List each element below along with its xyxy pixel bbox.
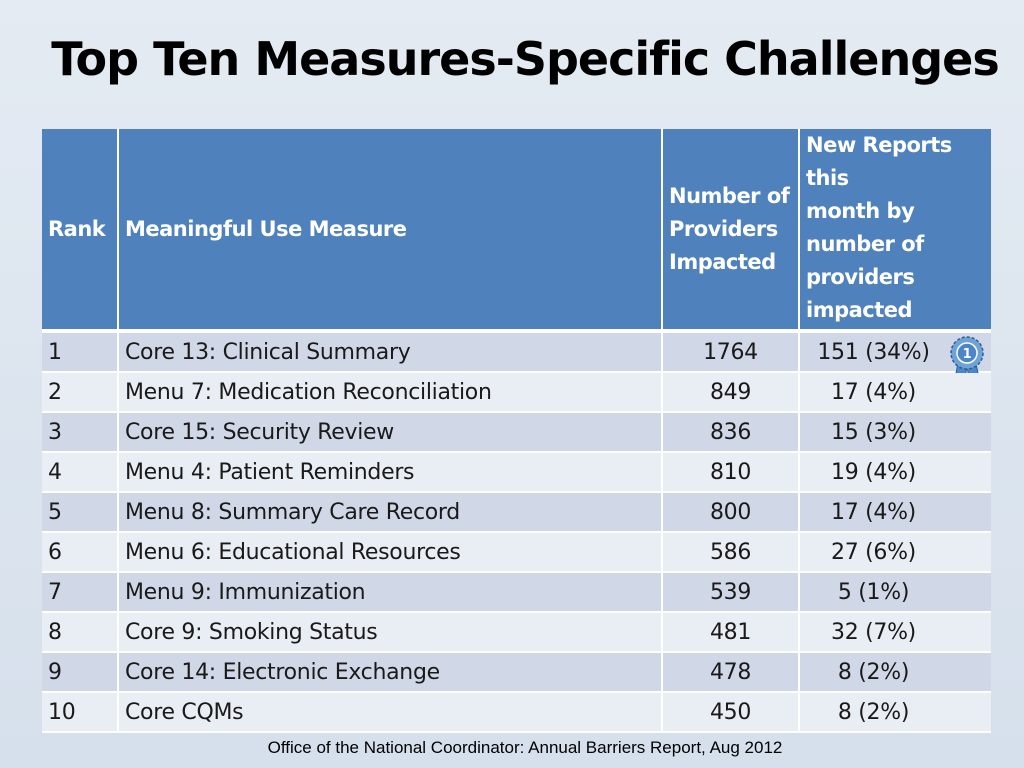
- new-reports-cell: 17 (4%): [799, 492, 991, 533]
- providers-cell: 586: [662, 532, 800, 573]
- new-reports-cell: 8 (2%): [799, 692, 991, 733]
- new-reports-cell: 27 (6%): [799, 532, 991, 573]
- header-providers-line: Providers: [669, 216, 778, 241]
- providers-cell: 849: [662, 372, 800, 413]
- measure-cell: Core 13: Clinical Summary: [118, 331, 663, 373]
- new-reports-cell: 15 (3%): [799, 412, 991, 453]
- measure-cell: Menu 7: Medication Reconciliation: [118, 372, 663, 413]
- measure-cell: Menu 4: Patient Reminders: [118, 452, 663, 493]
- rank-cell: 7: [42, 572, 119, 613]
- new-reports-cell: 5 (1%): [799, 572, 991, 613]
- header-providers-line: Number of: [669, 183, 790, 208]
- header-new-reports-line: number of: [806, 232, 924, 256]
- table-row: 2 Menu 7: Medication Reconciliation 849 17 …: [42, 372, 991, 413]
- measure-cell: Core 9: Smoking Status: [118, 612, 663, 653]
- slide-title: Top Ten Measures-Specific Challenges: [51, 32, 999, 86]
- measure-cell: Menu 9: Immunization: [118, 572, 663, 613]
- challenges-table: Rank Meaningful Use Measure Number of Pr…: [42, 129, 991, 733]
- table-row: 5 Menu 8: Summary Care Record 800 17 (4%): [42, 492, 991, 533]
- header-new-reports-line: New Reports this: [806, 133, 952, 190]
- header-rank: Rank: [42, 129, 119, 333]
- providers-cell: 810: [662, 452, 800, 493]
- measure-cell: Menu 6: Educational Resources: [118, 532, 663, 573]
- header-new-reports-line: providers: [806, 265, 915, 289]
- challenges-table-container: Rank Meaningful Use Measure Number of Pr…: [42, 129, 991, 733]
- new-reports-cell: 151 (34%) 1: [799, 331, 991, 391]
- table-row: 4 Menu 4: Patient Reminders 810 19 (4%): [42, 452, 991, 493]
- rank-cell: 9: [42, 652, 119, 693]
- providers-cell: 800: [662, 492, 800, 533]
- rank-cell: 5: [42, 492, 119, 533]
- measure-cell: Core CQMs: [118, 692, 663, 733]
- table-header-row: Rank Meaningful Use Measure Number of Pr…: [42, 129, 991, 333]
- new-reports-cell: 32 (7%): [799, 612, 991, 653]
- providers-cell: 481: [662, 612, 800, 653]
- table-body: 1 Core 13: Clinical Summary 1764 151 (34%) 1…: [42, 331, 991, 733]
- measure-cell: Menu 8: Summary Care Record: [118, 492, 663, 533]
- table-row: 3 Core 15: Security Review 836 15 (3%): [42, 412, 991, 453]
- new-reports-cell: 8 (2%): [799, 652, 991, 693]
- header-measure: Meaningful Use Measure: [118, 129, 663, 333]
- rank-cell: 3: [42, 412, 119, 453]
- table-row: 7 Menu 9: Immunization 539 5 (1%): [42, 572, 991, 613]
- measure-cell: Core 15: Security Review: [118, 412, 663, 453]
- measure-cell: Core 14: Electronic Exchange: [118, 652, 663, 693]
- header-new-reports-line: impacted: [806, 298, 913, 322]
- providers-cell: 1764: [662, 331, 800, 373]
- rank-cell: 1: [42, 331, 119, 373]
- table-row: 8 Core 9: Smoking Status 481 32 (7%): [42, 612, 991, 653]
- table-row: 1 Core 13: Clinical Summary 1764 151 (34%) 1: [42, 331, 991, 391]
- rank-cell: 8: [42, 612, 119, 653]
- providers-cell: 478: [662, 652, 800, 693]
- rank-cell: 2: [42, 372, 119, 413]
- providers-cell: 836: [662, 412, 800, 453]
- table-row: 9 Core 14: Electronic Exchange 478 8 (2%): [42, 652, 991, 693]
- ribbon-label: 1: [963, 347, 972, 362]
- rank-cell: 6: [42, 532, 119, 573]
- providers-cell: 539: [662, 572, 800, 613]
- header-providers: Number of Providers Impacted: [662, 129, 800, 333]
- new-reports-cell: 17 (4%): [799, 372, 991, 413]
- table-row: 6 Menu 6: Educational Resources 586 27 (6%): [42, 532, 991, 573]
- new-reports-cell: 19 (4%): [799, 452, 991, 493]
- rank-cell: 10: [42, 692, 119, 733]
- header-new-reports: New Reports this month by number of prov…: [799, 129, 991, 333]
- header-providers-line: Impacted: [669, 249, 776, 274]
- rank-cell: 4: [42, 452, 119, 493]
- providers-cell: 450: [662, 692, 800, 733]
- source-footer: Office of the National Coordinator: Annu…: [267, 738, 783, 757]
- header-new-reports-line: month by: [806, 199, 915, 223]
- table-row: 10 Core CQMs 450 8 (2%): [42, 692, 991, 733]
